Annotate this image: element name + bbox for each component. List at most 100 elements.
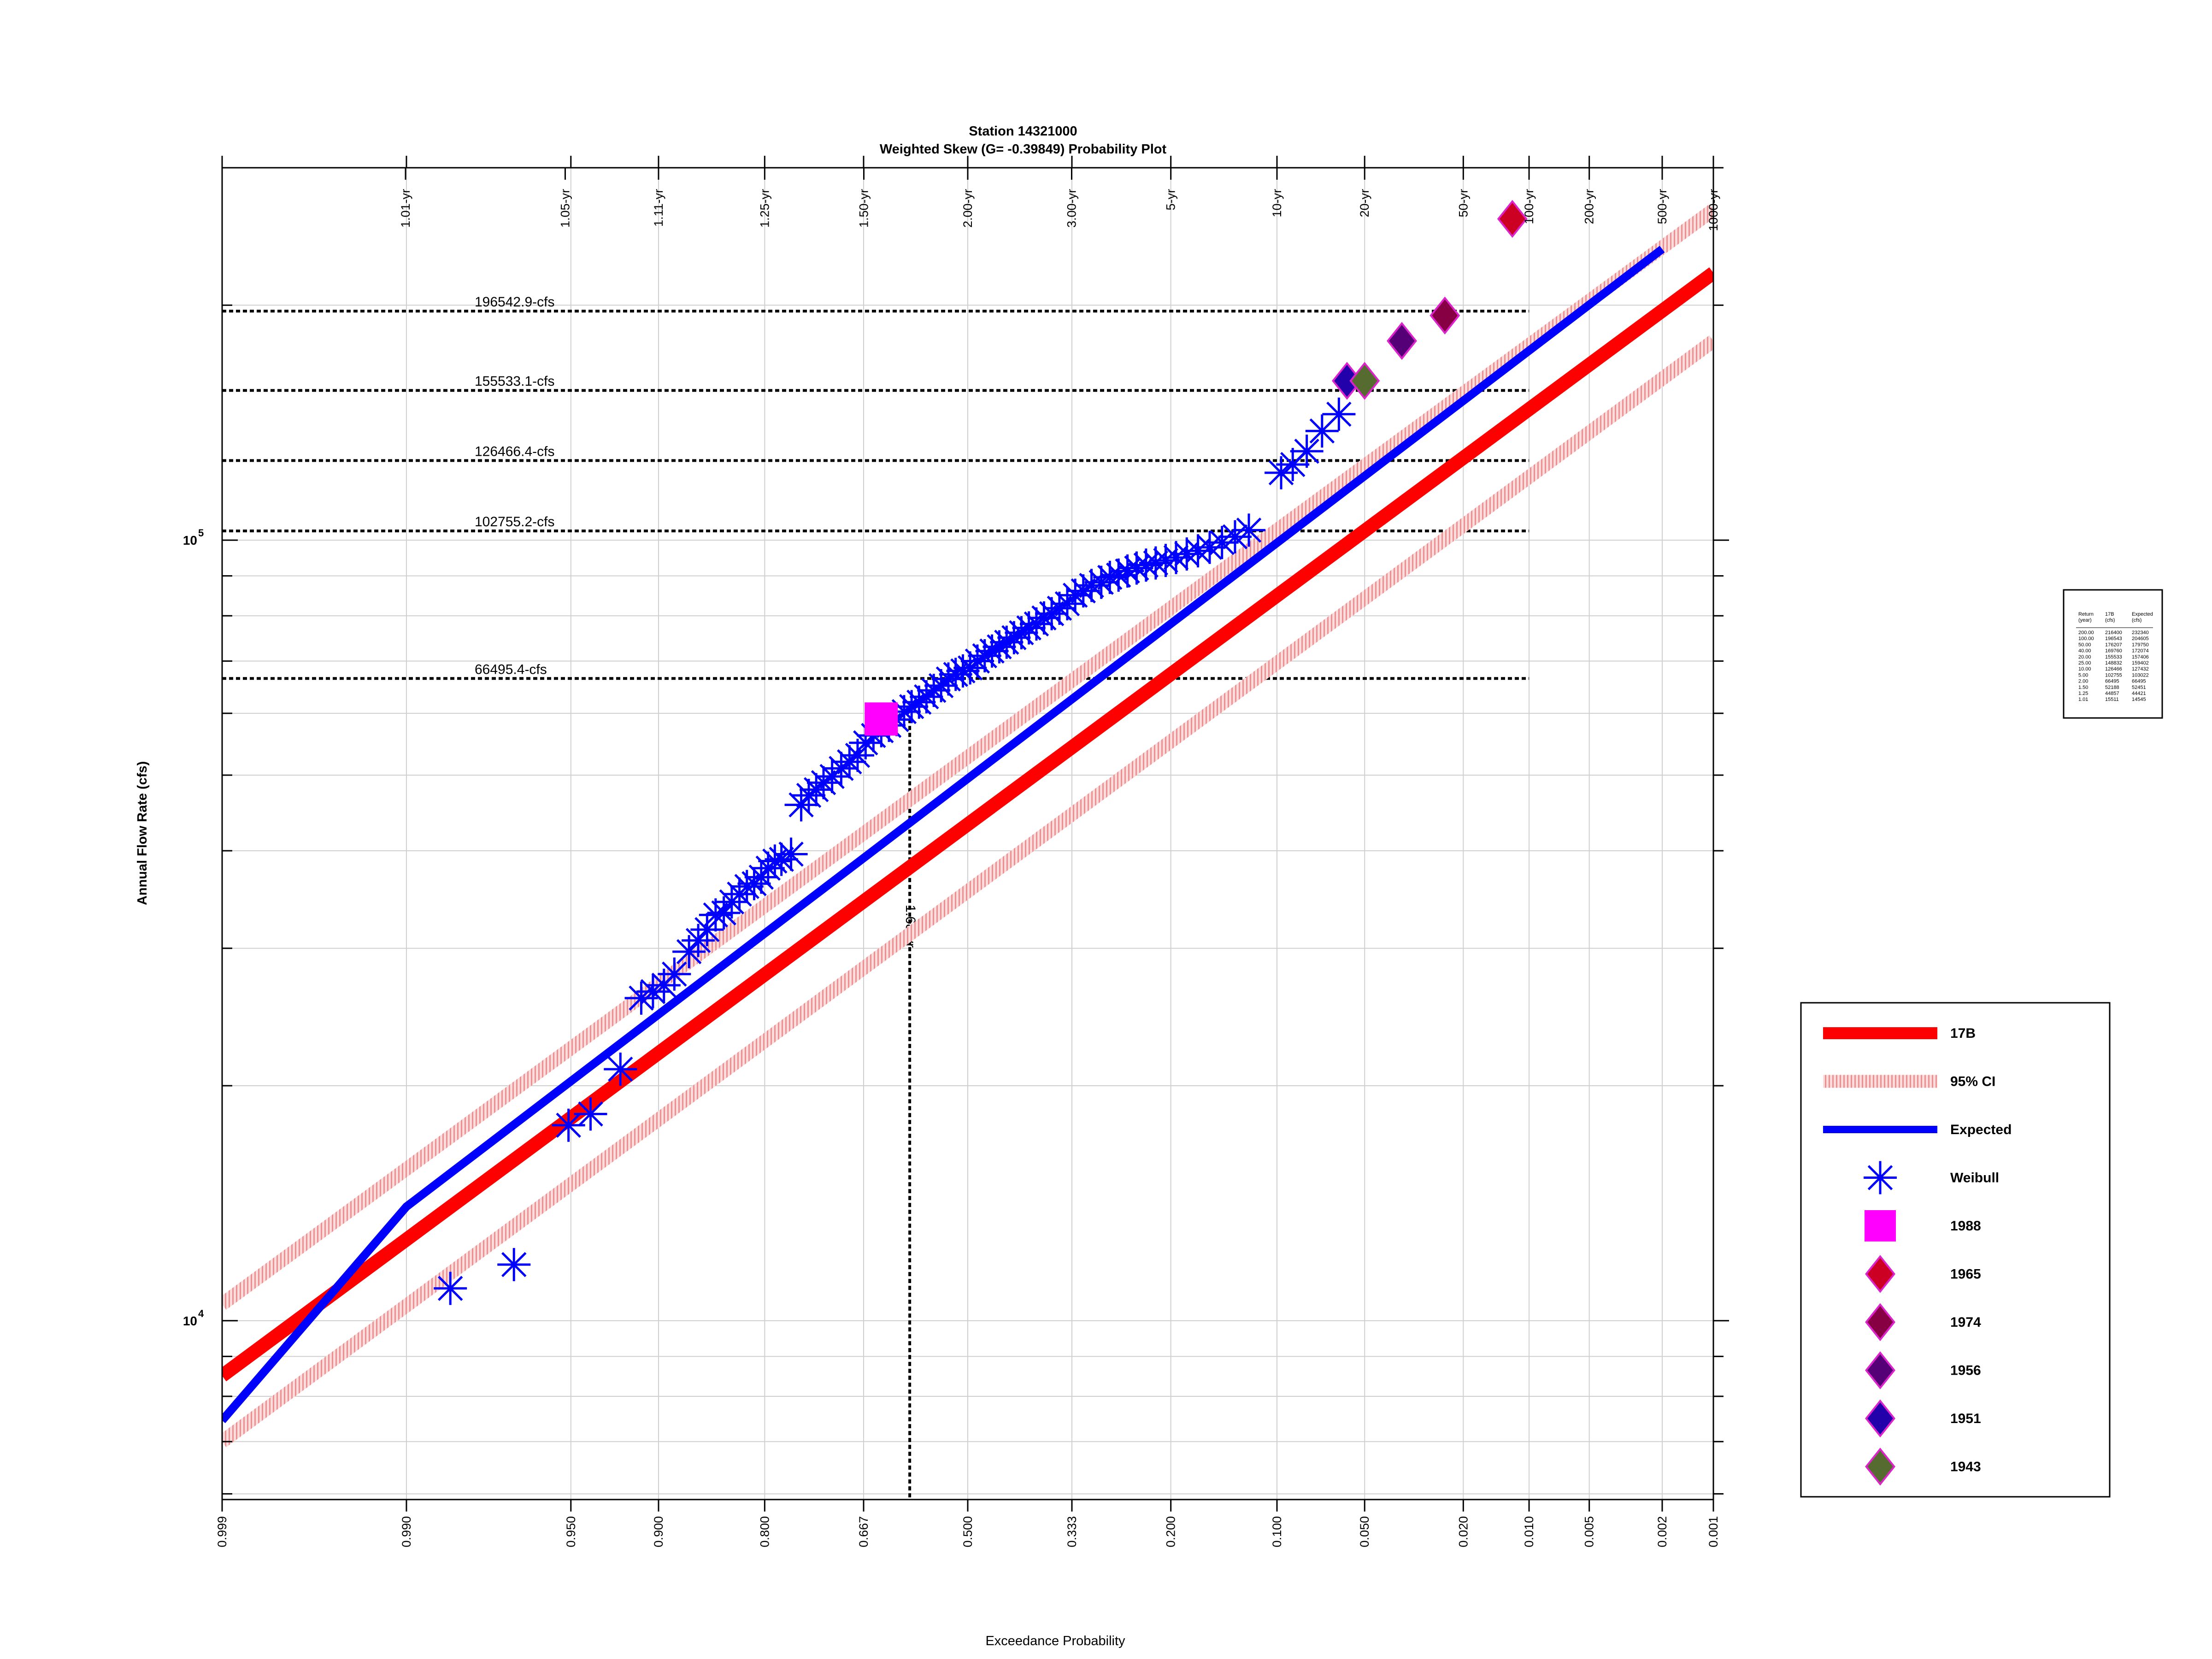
x-tick-label: 0.020 [1456,1516,1470,1547]
freq-table-cell: 14545 [2132,697,2146,702]
freq-table-cell: 100.00 [2078,636,2094,641]
freq-table-header: (year) [2078,618,2092,623]
freq-table-cell: 102755 [2105,672,2122,678]
asterisk-stroke [1294,438,1319,464]
weibull-point [658,957,691,991]
asterisk-stroke [608,1056,633,1082]
reference-lines: 196542.9-cfs 155533.1-cfs 126466.4-cfs 1027… [222,294,1530,1500]
weibull-point [841,739,874,772]
legend-label: Expected [1950,1122,2012,1137]
asterisk-stroke [1867,1165,1893,1190]
freq-table-cell: 232340 [2132,630,2149,635]
freq-table-cell: 2.00 [2078,679,2088,684]
legend: 17B 95% CI Expected Weibull 1988 1965 1974 1956… [1800,1002,2111,1498]
freq-table-cell: 52451 [2132,685,2146,690]
freq-table-cell: 155533 [2105,654,2122,660]
freq-table-cell: 157406 [2132,654,2149,660]
return-period-label: 1.11-yr [652,189,665,227]
weibull-point [636,975,670,1008]
legend-swatch-diamond [1865,1447,1895,1486]
asterisk-stroke [1222,524,1248,550]
asterisk-stroke [1236,518,1262,543]
y-tick-label-base: 10 [183,1314,197,1328]
freq-table-cell: 66495 [2132,679,2146,684]
reference-label: 155533.1-cfs [475,374,554,389]
legend-swatch-square [1865,1210,1896,1241]
point-1974 [1430,296,1460,335]
y-tick-label-base: 10 [183,533,197,547]
return-period-label: 100-yr [1522,189,1536,224]
ci-lower-line [222,335,1713,1447]
asterisk-stroke [629,985,654,1011]
y-tick-label-exponent: 5 [198,527,204,539]
freq-table-cell: 1.50 [2078,685,2088,690]
return-period-label: 50-yr [1456,189,1470,218]
legend-label: 1988 [1950,1218,1981,1234]
legend-label: 1974 [1950,1315,1981,1330]
x-tick-label: 0.500 [961,1516,975,1547]
freq-table-cell: 50.00 [2078,642,2091,647]
legend-label: 1943 [1950,1459,1981,1475]
legend-label: 17B [1950,1026,1976,1041]
freq-table-header: (cfs) [2132,618,2141,623]
return-period-label: 20-yr [1358,189,1371,218]
weibull-point [824,752,858,785]
return-period-label: 3.00-yr [1065,189,1079,228]
weibull-point [774,837,808,871]
ci-upper-line [222,204,1713,1310]
return-period-label: 1.50-yr [857,189,871,228]
x-tick-label: 0.800 [758,1516,771,1547]
x-tick-label: 0.333 [1065,1516,1079,1547]
asterisk-stroke [578,1101,603,1127]
axes [221,156,1729,1512]
return-period-label: 200-yr [1583,189,1596,224]
asterisk-stroke [662,961,687,987]
frequency-table-content: Return(year)17B(cfs)Expected(cfs)200.00 2… [2076,612,2153,702]
point-1965 [1497,200,1528,238]
weibull-point [784,788,818,822]
chart-title: Station 14321000 [969,124,1077,139]
x-tick-label: 0.200 [1164,1516,1178,1547]
weibull-point [1290,435,1324,468]
asterisk-stroke [1326,401,1352,427]
weibull-point [1066,574,1100,608]
x-tick-label: 0.010 [1522,1516,1536,1547]
x-tick-label: 0.990 [400,1516,413,1547]
freq-table-cell: 25.00 [2078,660,2091,666]
freq-table-cell: 126466 [2105,666,2122,672]
return-period-label: 1.01-yr [399,189,412,228]
legend-label: 1951 [1950,1411,1981,1426]
freq-table-cell: 172074 [2132,648,2149,654]
x-tick-label: 0.005 [1583,1516,1596,1547]
freq-table-cell: 159402 [2132,660,2149,666]
reference-label: 66495.4-cfs [475,662,547,677]
weibull-point [744,860,778,894]
legend-swatch-diamond [1865,1351,1895,1389]
weibull-point [1205,526,1239,559]
weibull-point [1218,520,1252,553]
x-tick-label: 0.002 [1655,1516,1669,1547]
freq-table-header: Expected [2132,612,2153,617]
return-period-label: 1.05-yr [558,189,572,228]
freq-table-cell: 176207 [2105,642,2122,647]
marker-layer [434,200,1528,1305]
series-layer [222,204,1713,1447]
reference-label: 102755.2-cfs [475,514,554,529]
point-1988 [865,702,898,736]
asterisk-stroke [676,939,702,965]
reference-label: 126466.4-cfs [475,444,554,459]
x-tick-label: 0.001 [1706,1516,1720,1547]
freq-table-header: Return [2078,612,2094,617]
asterisk-stroke [1124,555,1149,581]
asterisk-stroke [1133,553,1159,578]
freq-table-cell: 196543 [2105,636,2122,641]
point-1956 [1387,322,1417,360]
legend-swatch-diamond [1865,1399,1895,1438]
x-tick-label: 0.900 [652,1516,665,1547]
freq-table-cell: 10.00 [2078,666,2091,672]
point-1943 [1349,362,1380,400]
legend-swatch-diamond [1865,1255,1895,1293]
weibull-point [604,1053,637,1086]
x-tick-labels: 0.999 0.990 0.950 0.900 0.800 0.667 0.500 0.333… [215,1516,1720,1547]
freq-table-cell: 15511 [2105,697,2119,702]
